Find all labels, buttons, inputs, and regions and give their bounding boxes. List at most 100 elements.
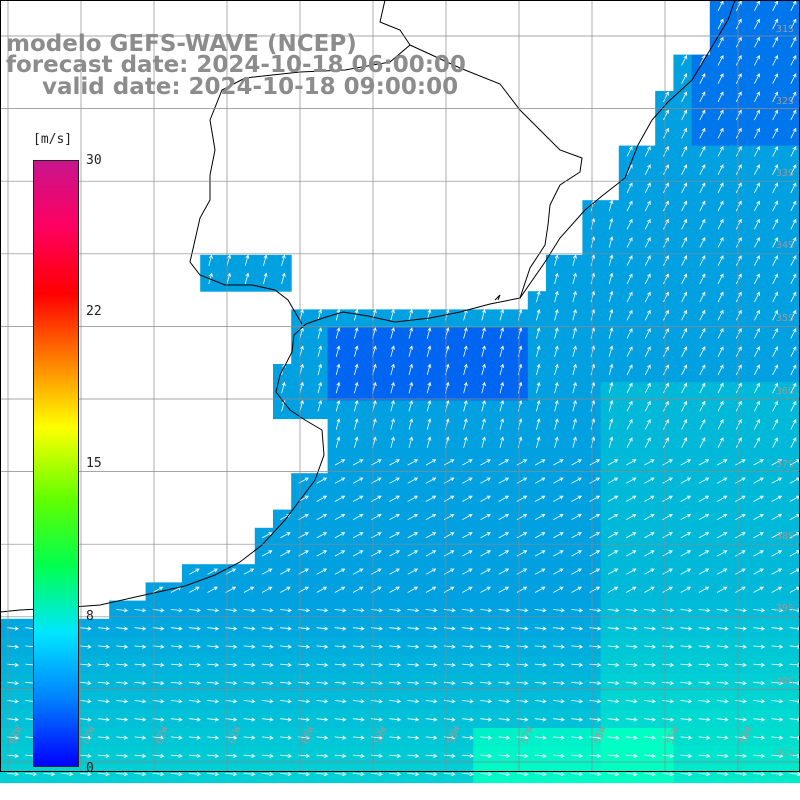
wind-arrow (317, 345, 323, 357)
wind-arrow (699, 200, 706, 212)
wind-arrow (771, 681, 784, 686)
wind-arrow (425, 550, 437, 557)
wind-arrow (681, 255, 688, 266)
wind-arrow (589, 644, 602, 649)
wind-arrow (516, 699, 529, 704)
wind-arrow (189, 753, 201, 758)
wind-arrow (426, 436, 432, 448)
wind-arrow (754, 400, 760, 412)
wind-arrow (735, 200, 742, 212)
wind-arrow (735, 608, 747, 613)
wind-arrow (735, 36, 742, 48)
wind-arrow (663, 327, 669, 339)
wind-arrow (334, 459, 346, 466)
wind-arrow (572, 436, 577, 448)
wind-arrow (516, 608, 529, 613)
wind-arrow (789, 608, 800, 613)
wind-arrow (572, 254, 577, 266)
wind-arrow (152, 586, 164, 593)
wind-arrow (681, 400, 688, 412)
wind-arrow (589, 753, 602, 758)
wind-arrow (735, 382, 742, 394)
wind-arrow (499, 436, 505, 448)
wind-arrow (352, 662, 365, 667)
wind-arrow (644, 735, 656, 740)
wind-arrow (553, 477, 564, 484)
wind-arrow (554, 254, 559, 266)
wind-arrow (534, 532, 546, 539)
wind-arrow (243, 699, 256, 704)
wind-arrow (480, 495, 491, 502)
wind-arrow (644, 586, 655, 593)
wind-arrow (280, 532, 291, 539)
wind-arrow (407, 459, 419, 466)
wind-arrow (79, 644, 92, 649)
wind-arrow (425, 514, 437, 521)
wind-arrow (498, 514, 510, 521)
wind-arrow (516, 772, 529, 777)
wind-arrow (243, 717, 256, 722)
wind-arrow (317, 308, 323, 321)
wind-arrow (463, 363, 468, 376)
wind-arrow (771, 717, 784, 722)
wind-arrow (644, 400, 651, 412)
wind-arrow (207, 608, 220, 613)
wind-arrow (407, 586, 419, 593)
wind-arrow (771, 586, 783, 593)
wind-arrow (425, 532, 437, 539)
wind-arrow (644, 550, 655, 557)
wind-arrow (571, 532, 582, 539)
wind-arrow (607, 662, 620, 667)
wind-arrow (390, 399, 395, 412)
wind-arrow (389, 753, 402, 758)
wind-arrow (589, 681, 602, 686)
wind-arrow (772, 400, 779, 412)
wind-arrow (735, 514, 746, 521)
wind-arrow (662, 568, 673, 575)
wind-arrow (352, 586, 364, 593)
wind-arrow (754, 182, 760, 194)
wind-arrow (243, 681, 256, 686)
wind-arrow (790, 0, 797, 12)
wind-arrow (680, 735, 693, 740)
wind-arrow (335, 436, 341, 448)
wind-arrow (335, 308, 341, 321)
wind-arrow (334, 550, 346, 557)
wind-arrow (698, 550, 710, 557)
wind-arrow (280, 753, 292, 758)
wind-arrow (407, 477, 419, 484)
wind-arrow (426, 418, 432, 430)
wind-arrow (134, 699, 147, 704)
wind-arrow (644, 699, 656, 704)
wind-arrow (662, 550, 673, 557)
wind-arrow (626, 327, 633, 339)
wind-arrow (499, 327, 505, 339)
wind-arrow (772, 200, 779, 212)
wind-arrow (663, 273, 669, 285)
wind-arrow (644, 364, 651, 376)
wind-arrow (790, 54, 797, 66)
wind-arrow (408, 381, 414, 394)
wind-arrow (226, 254, 232, 266)
wind-arrow (608, 199, 614, 212)
wind-arrow (571, 459, 582, 466)
wind-arrow (680, 459, 692, 466)
wind-arrow (790, 418, 797, 430)
wind-arrow (316, 532, 328, 539)
wind-arrow (771, 644, 784, 649)
wind-arrow (352, 608, 365, 613)
wind-arrow (680, 753, 693, 758)
wind-arrow (607, 586, 619, 593)
wind-arrow (607, 477, 619, 484)
wind-arrow (681, 418, 688, 430)
wind-arrow (334, 735, 347, 740)
wind-arrow (335, 363, 341, 376)
wind-arrow (607, 495, 619, 502)
wind-arrow (772, 327, 779, 339)
wind-arrow (462, 532, 473, 539)
wind-arrow (463, 345, 468, 357)
wind-arrow (571, 626, 584, 631)
wind-arrow (771, 459, 783, 466)
wind-arrow (407, 568, 419, 575)
wind-arrow (7, 772, 19, 777)
